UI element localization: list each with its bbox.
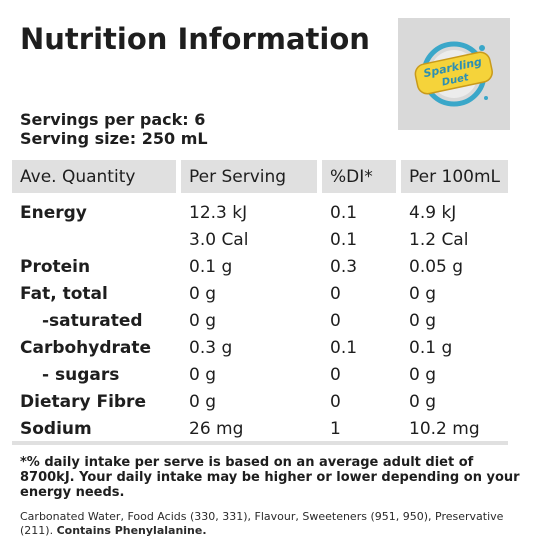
nutrient-name: Fat, total bbox=[20, 283, 108, 304]
table-row: Dietary Fibre 0 g 0 0 g bbox=[12, 388, 508, 415]
di-value: 0.1 bbox=[330, 337, 358, 358]
table-row: -saturated 0 g 0 0 g bbox=[12, 307, 508, 334]
di-value: 0 bbox=[330, 391, 341, 412]
servings-per-pack: Servings per pack: 6 bbox=[20, 110, 206, 129]
nutrient-name: -saturated bbox=[42, 310, 143, 331]
per-100ml-value: 0 g bbox=[409, 391, 437, 412]
per-serving-value: 0 g bbox=[189, 310, 217, 331]
di-value: 0.3 bbox=[330, 256, 358, 277]
table-header-row: Ave. Quantity Per Serving %DI* Per 100mL bbox=[12, 160, 508, 193]
table-row: Carbohydrate 0.3 g 0.1 0.1 g bbox=[12, 334, 508, 361]
per-serving-value: 0.1 g bbox=[189, 256, 233, 277]
ingredients-list: Carbonated Water, Food Acids (330, 331),… bbox=[20, 510, 530, 538]
nutrient-name: Energy bbox=[20, 202, 87, 223]
per-100ml-value: 1.2 Cal bbox=[409, 229, 469, 250]
di-value: 0.1 bbox=[330, 202, 358, 223]
header-di: %DI* bbox=[322, 160, 401, 193]
header-ave-quantity: Ave. Quantity bbox=[12, 160, 181, 193]
per-100ml-value: 0 g bbox=[409, 364, 437, 385]
table-row: Protein 0.1 g 0.3 0.05 g bbox=[12, 253, 508, 280]
ingredients-text: Carbonated Water, Food Acids (330, 331),… bbox=[20, 510, 504, 537]
di-value: 0.1 bbox=[330, 229, 358, 250]
nutrient-name: Dietary Fibre bbox=[20, 391, 146, 412]
header-per-serving: Per Serving bbox=[181, 160, 322, 193]
servings-info: Servings per pack: 6 Serving size: 250 m… bbox=[20, 110, 208, 148]
product-logo: Sparkling Duet bbox=[398, 18, 510, 130]
page-title: Nutrition Information bbox=[20, 22, 370, 56]
di-value: 0 bbox=[330, 283, 341, 304]
per-serving-value: 0 g bbox=[189, 283, 217, 304]
sparkling-duet-logo-icon: Sparkling Duet bbox=[414, 41, 493, 107]
per-serving-value: 0 g bbox=[189, 391, 217, 412]
per-100ml-value: 0.05 g bbox=[409, 256, 464, 277]
nutrient-name: - sugars bbox=[42, 364, 120, 385]
per-100ml-value: 0 g bbox=[409, 310, 437, 331]
per-serving-value: 0.3 g bbox=[189, 337, 233, 358]
per-100ml-value: 0 g bbox=[409, 283, 437, 304]
nutrient-name: Sodium bbox=[20, 418, 92, 439]
table-row: Energy 12.3 kJ 0.1 4.9 kJ bbox=[12, 193, 508, 226]
serving-size: Serving size: 250 mL bbox=[20, 129, 208, 148]
table-row: Fat, total 0 g 0 0 g bbox=[12, 280, 508, 307]
table-divider bbox=[12, 441, 508, 445]
per-100ml-value: 4.9 kJ bbox=[409, 202, 457, 223]
per-serving-value: 26 mg bbox=[189, 418, 244, 439]
nutrient-name: Protein bbox=[20, 256, 91, 277]
per-100ml-value: 10.2 mg bbox=[409, 418, 480, 439]
per-serving-value: 3.0 Cal bbox=[189, 229, 249, 250]
per-100ml-value: 0.1 g bbox=[409, 337, 453, 358]
nutrition-table: Ave. Quantity Per Serving %DI* Per 100mL… bbox=[12, 160, 508, 442]
per-serving-value: 12.3 kJ bbox=[189, 202, 248, 223]
di-value: 0 bbox=[330, 310, 341, 331]
di-value: 0 bbox=[330, 364, 341, 385]
table-row: Sodium 26 mg 1 10.2 mg bbox=[12, 415, 508, 442]
nutrient-name bbox=[12, 226, 181, 253]
table-row: - sugars 0 g 0 0 g bbox=[12, 361, 508, 388]
di-value: 1 bbox=[330, 418, 341, 439]
table-row: 3.0 Cal 0.1 1.2 Cal bbox=[12, 226, 508, 253]
daily-intake-footnote: *% daily intake per serve is based on an… bbox=[20, 455, 520, 500]
nutrient-name: Carbohydrate bbox=[20, 337, 152, 358]
header-per-100ml: Per 100mL bbox=[401, 160, 508, 193]
allergen-statement: Contains Phenylalanine. bbox=[56, 524, 207, 537]
per-serving-value: 0 g bbox=[189, 364, 217, 385]
